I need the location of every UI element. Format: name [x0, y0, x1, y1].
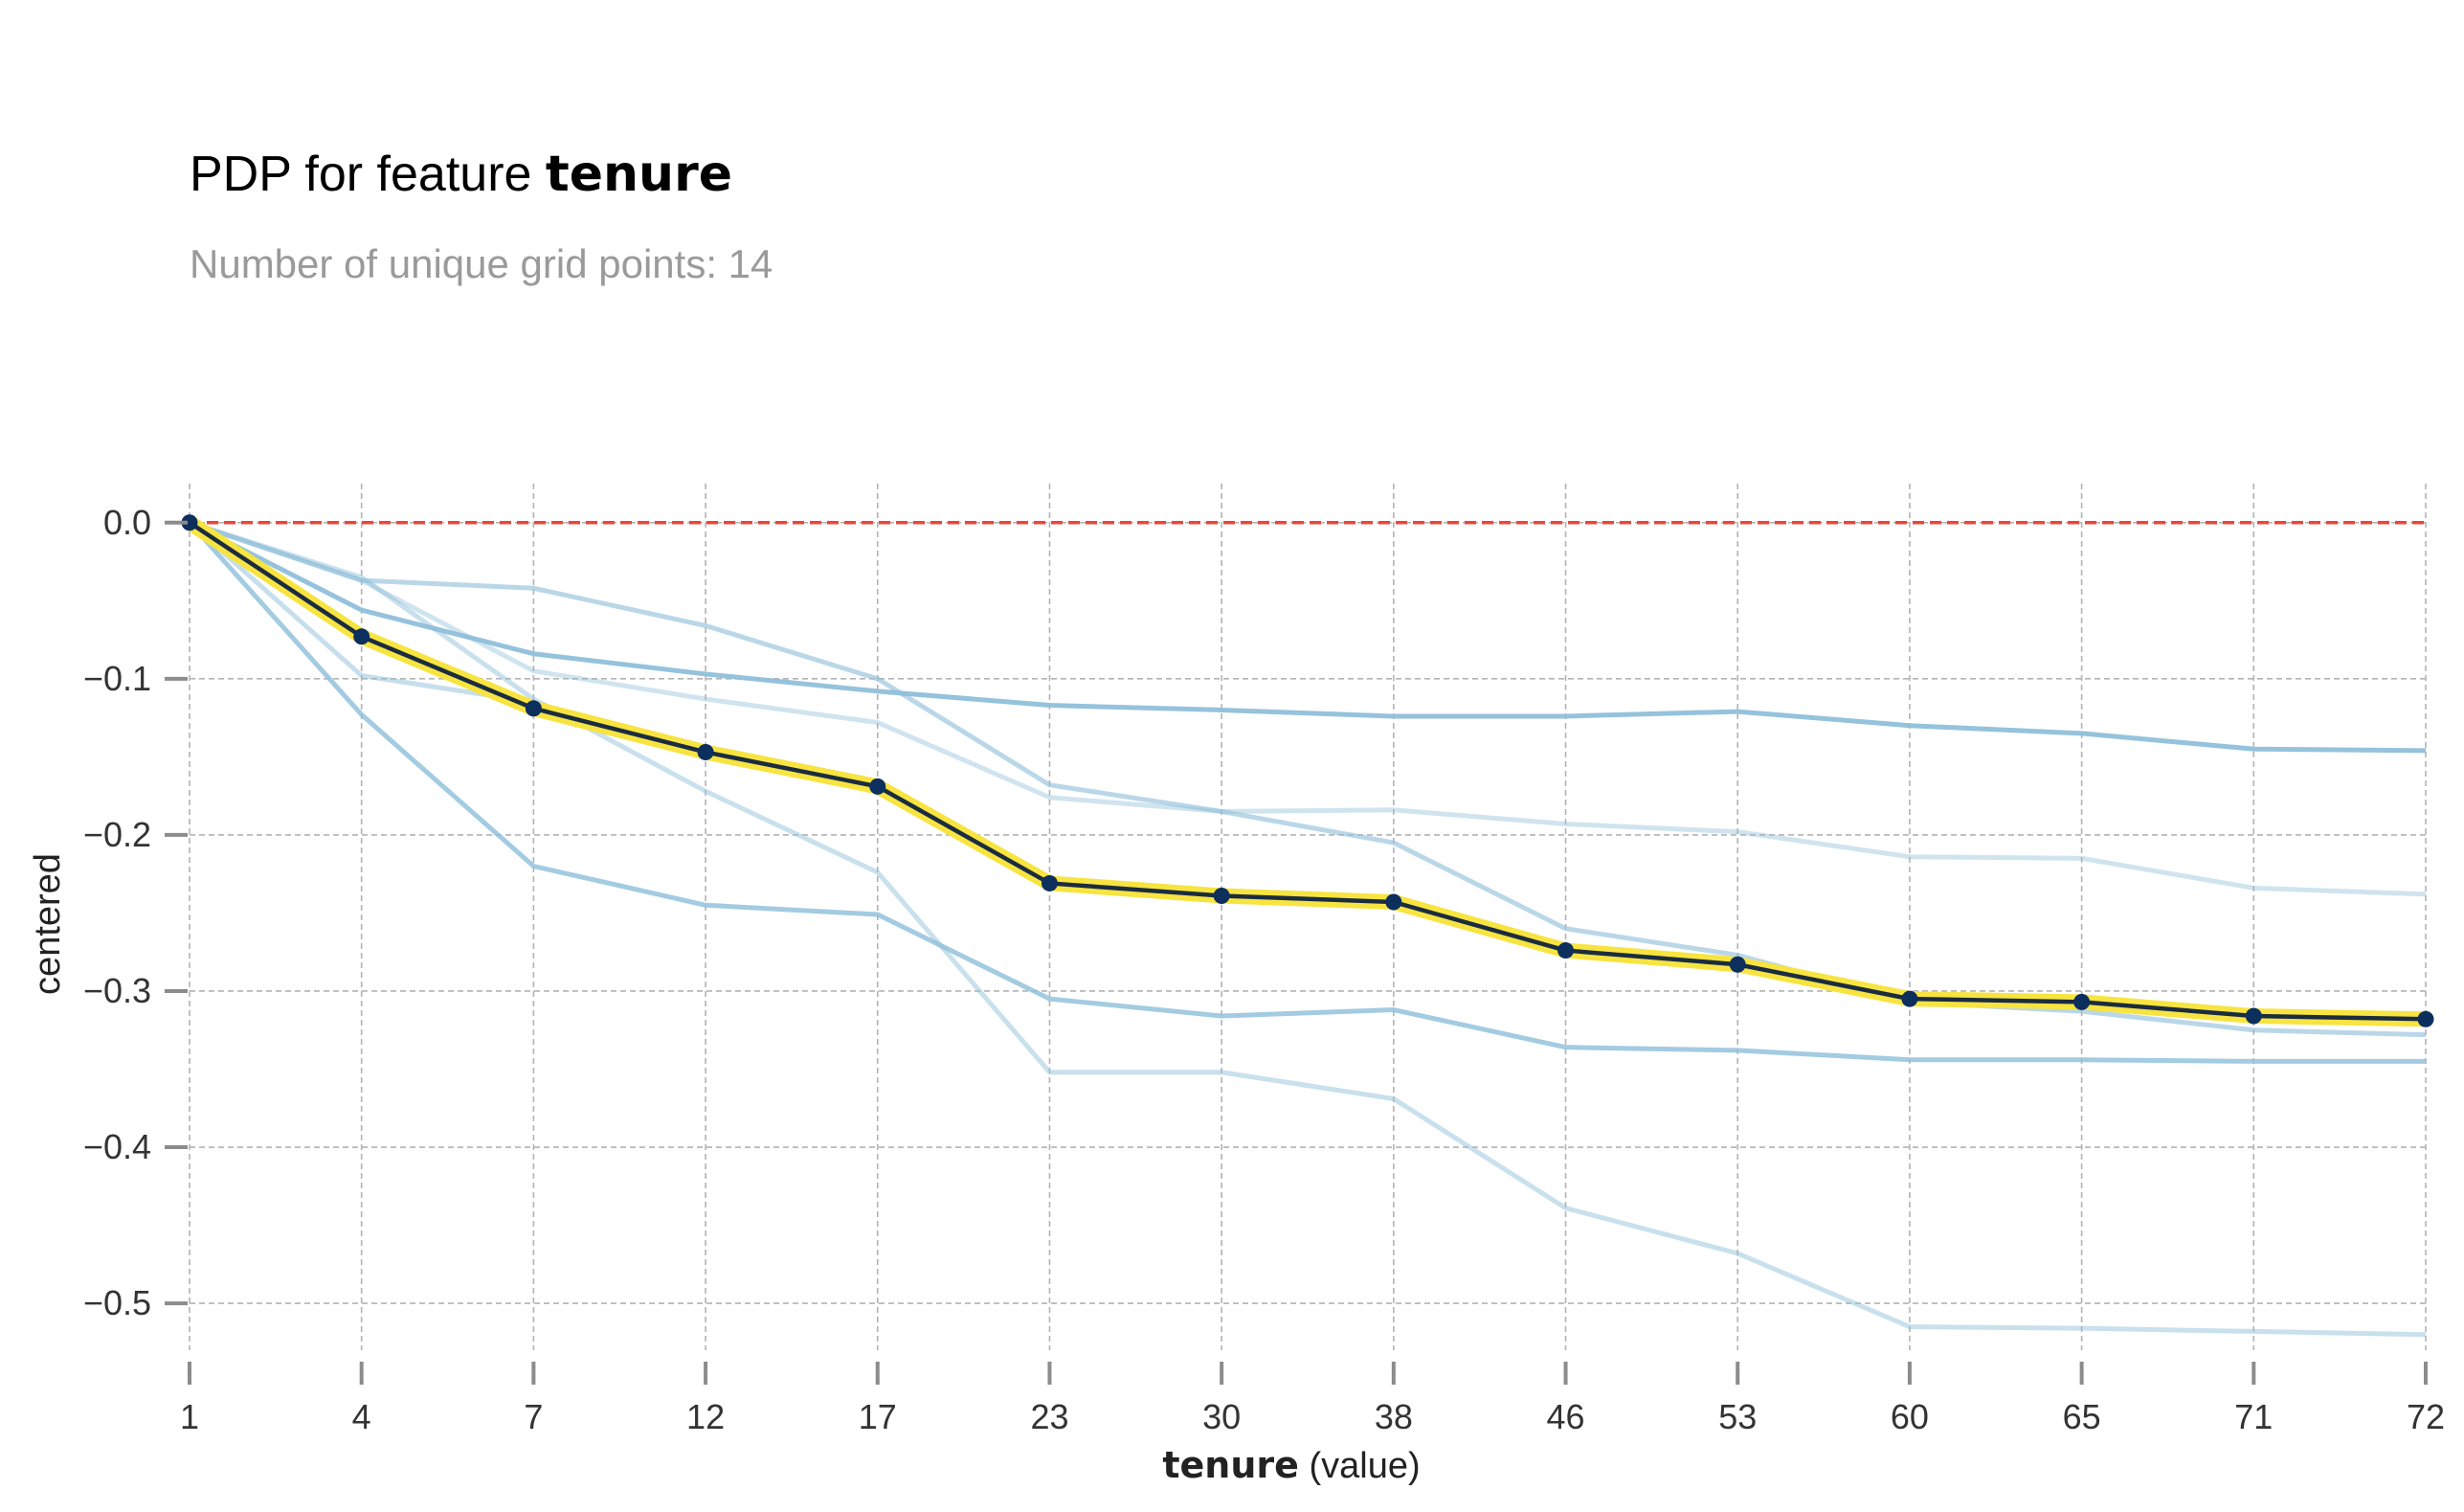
grid: [189, 484, 2427, 1350]
pdp-point: [181, 514, 198, 531]
pdp-line: [188, 520, 2427, 1022]
ice-line: [188, 520, 2427, 754]
y-tick-label: 0.0: [103, 503, 151, 542]
pdp-point: [697, 743, 714, 760]
pdp-point: [1901, 990, 1918, 1007]
pdp-point: [1557, 942, 1575, 959]
pdp-band: [182, 514, 2433, 1027]
x-tick-label: 46: [1547, 1397, 1585, 1436]
pdp-point: [525, 700, 542, 717]
pdp-point: [353, 628, 370, 645]
x-tick-label: 60: [1891, 1397, 1929, 1436]
pdp-point: [1729, 956, 1746, 973]
ice-line: [188, 520, 2427, 1019]
y-tick-label: −0.4: [83, 1127, 151, 1166]
x-tick-label: 72: [2407, 1397, 2445, 1436]
ice-line: [189, 520, 2427, 1038]
pdp-point: [2245, 1007, 2262, 1025]
x-tick-label: 71: [2234, 1397, 2273, 1436]
chart-title: PDP for feature tenure: [190, 146, 732, 203]
pdp-point: [1041, 874, 1058, 891]
pdp-point: [869, 778, 886, 795]
x-tick-label: 38: [1375, 1397, 1413, 1436]
y-tick-label: −0.3: [83, 971, 151, 1010]
ice-line: [189, 520, 2427, 897]
axes: 1 4 7 12 17 23 30 38 46 53 60 65 71 72 0.0 −0.1 −0.2 −0.3…: [83, 503, 2445, 1436]
y-axis-label: centered: [28, 853, 68, 995]
y-tick-label: −0.2: [83, 815, 151, 854]
ice-line: [188, 521, 2426, 1064]
pdp-line-group: [181, 514, 2434, 1027]
x-tick-label: 1: [180, 1397, 199, 1436]
ice-lines: [188, 520, 2427, 1338]
x-axis-label-feature: tenure: [1162, 1444, 1299, 1486]
x-tick-label: 23: [1030, 1397, 1068, 1436]
ice-line: [189, 520, 2427, 1338]
chart-subtitle: Number of unique grid points: 14: [190, 241, 773, 286]
title-prefix: PDP for feature: [190, 147, 546, 202]
x-tick-label: 30: [1202, 1397, 1241, 1436]
title-feature: tenure: [545, 146, 732, 203]
pdp-point: [2417, 1010, 2434, 1027]
x-tick-label: 17: [859, 1397, 897, 1436]
pdp-point: [1385, 893, 1402, 911]
y-tick-label: −0.1: [83, 659, 151, 698]
x-tick-label: 53: [1718, 1397, 1757, 1436]
x-tick-label: 7: [524, 1397, 543, 1436]
x-tick-label: 4: [352, 1397, 371, 1436]
pdp-point: [1213, 887, 1230, 904]
x-axis-label-suffix: (value): [1299, 1446, 1421, 1486]
x-axis-label: tenure (value): [1162, 1444, 1420, 1486]
x-tick-label: 12: [686, 1397, 725, 1436]
pdp-point: [2073, 993, 2091, 1010]
y-tick-label: −0.5: [83, 1283, 151, 1322]
x-tick-label: 65: [2063, 1397, 2101, 1436]
